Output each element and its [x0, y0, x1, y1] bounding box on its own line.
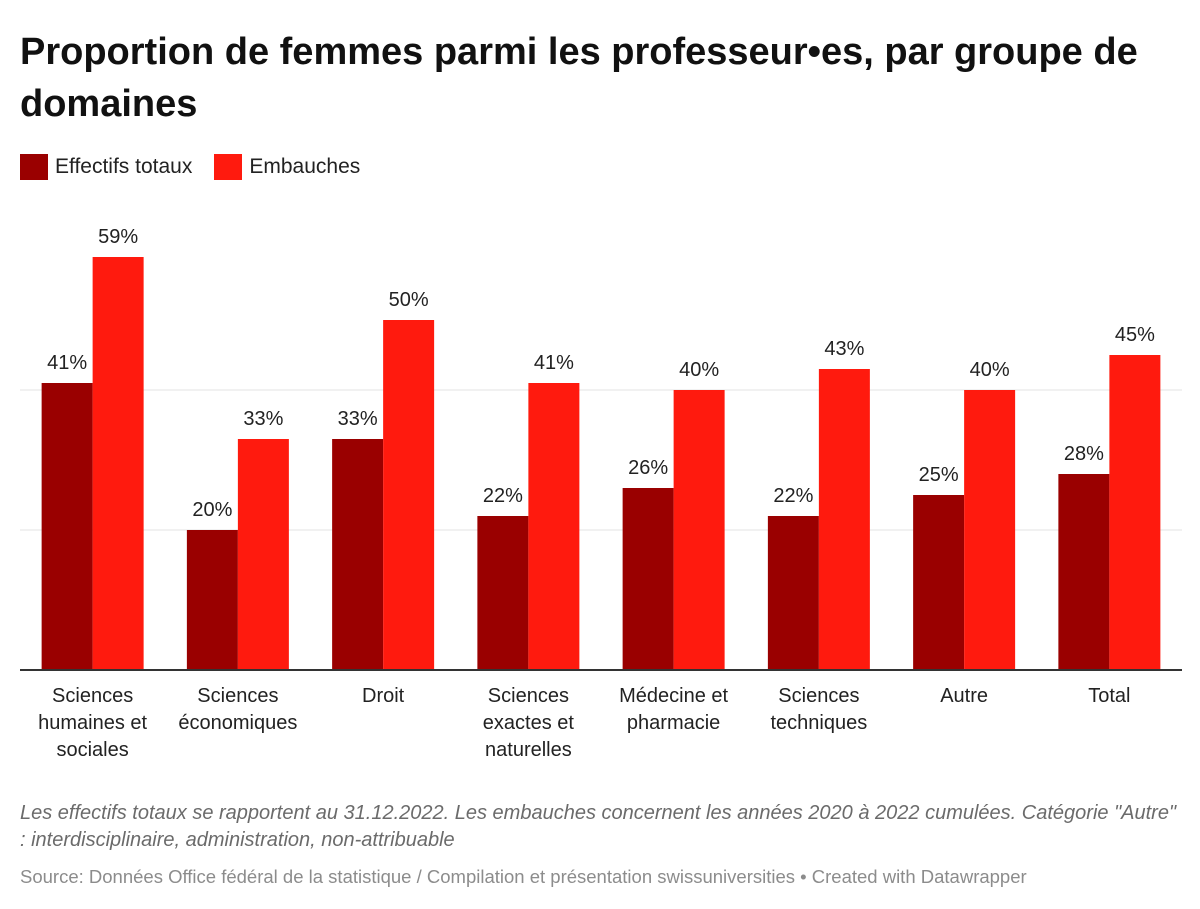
bar-effectifs-3 — [477, 516, 529, 670]
chart-source: Source: Données Office fédéral de la sta… — [20, 866, 1027, 887]
data-label-effectifs-2: 33% — [338, 408, 378, 430]
bar-embauches-1 — [237, 439, 289, 670]
bar-effectifs-5 — [767, 516, 819, 670]
chart-notes: Les effectifs totaux se rapportent au 31… — [20, 802, 1177, 851]
data-label-effectifs-5: 22% — [773, 485, 813, 507]
category-label-1-0: Sciences — [197, 685, 278, 707]
category-label-0-2: sociales — [56, 739, 128, 761]
data-label-embauches-1: 33% — [243, 408, 283, 430]
legend-swatch-embauches — [214, 154, 243, 180]
data-label-embauches-6: 40% — [970, 359, 1010, 381]
bar-effectifs-4 — [622, 488, 674, 670]
data-label-embauches-4: 40% — [679, 359, 719, 381]
data-label-embauches-7: 45% — [1115, 324, 1155, 346]
category-label-3-0: Sciences — [488, 685, 569, 707]
category-label-1-1: économiques — [178, 712, 297, 734]
data-label-effectifs-4: 26% — [628, 457, 668, 479]
data-label-effectifs-1: 20% — [192, 499, 232, 521]
data-label-effectifs-0: 41% — [47, 352, 87, 374]
category-label-2-0: Droit — [362, 685, 405, 707]
category-label-7-0: Total — [1088, 685, 1130, 707]
category-label-5-1: techniques — [771, 712, 868, 734]
legend-swatch-effectifs — [20, 154, 48, 180]
category-label-3-1: exactes et — [483, 712, 575, 734]
category-label-6-0: Autre — [940, 685, 988, 707]
data-label-embauches-3: 41% — [534, 352, 574, 374]
category-label-4-0: Médecine et — [619, 685, 728, 707]
category-label-5-0: Sciences — [778, 685, 859, 707]
data-label-effectifs-6: 25% — [919, 464, 959, 486]
legend-item-effectifs: Effectifs totaux — [20, 154, 192, 180]
bar-embauches-0 — [92, 257, 144, 670]
bar-embauches-3 — [528, 383, 580, 670]
category-label-0-1: humaines et — [38, 712, 147, 734]
bar-effectifs-0 — [41, 383, 93, 670]
bar-embauches-6 — [964, 390, 1016, 670]
legend-label-embauches: Embauches — [249, 155, 361, 178]
data-label-effectifs-3: 22% — [483, 485, 523, 507]
bar-effectifs-1 — [186, 530, 238, 670]
bar-embauches-4 — [673, 390, 725, 670]
chart-title: Proportion de femmes parmi les professeu… — [20, 31, 1138, 125]
bar-embauches-2 — [383, 320, 435, 670]
bar-embauches-5 — [818, 369, 870, 670]
bar-effectifs-6 — [913, 495, 965, 670]
category-label-3-2: naturelles — [485, 739, 572, 761]
legend-label-effectifs: Effectifs totaux — [55, 155, 193, 178]
category-label-4-1: pharmacie — [627, 712, 720, 734]
bar-embauches-7 — [1109, 355, 1161, 670]
data-label-embauches-2: 50% — [389, 289, 429, 311]
data-label-embauches-5: 43% — [824, 338, 864, 360]
bar-effectifs-7 — [1058, 474, 1110, 670]
legend-item-embauches: Embauches — [214, 154, 360, 180]
data-label-effectifs-7: 28% — [1064, 443, 1104, 465]
bar-chart: 41% 59% Sciences humaines et sociales 20% 33% S… — [20, 226, 1182, 761]
chart-legend: Effectifs totaux Embauches — [20, 154, 382, 180]
data-label-embauches-0: 59% — [98, 226, 138, 248]
category-label-0-0: Sciences — [52, 685, 133, 707]
bar-effectifs-2 — [332, 439, 384, 670]
